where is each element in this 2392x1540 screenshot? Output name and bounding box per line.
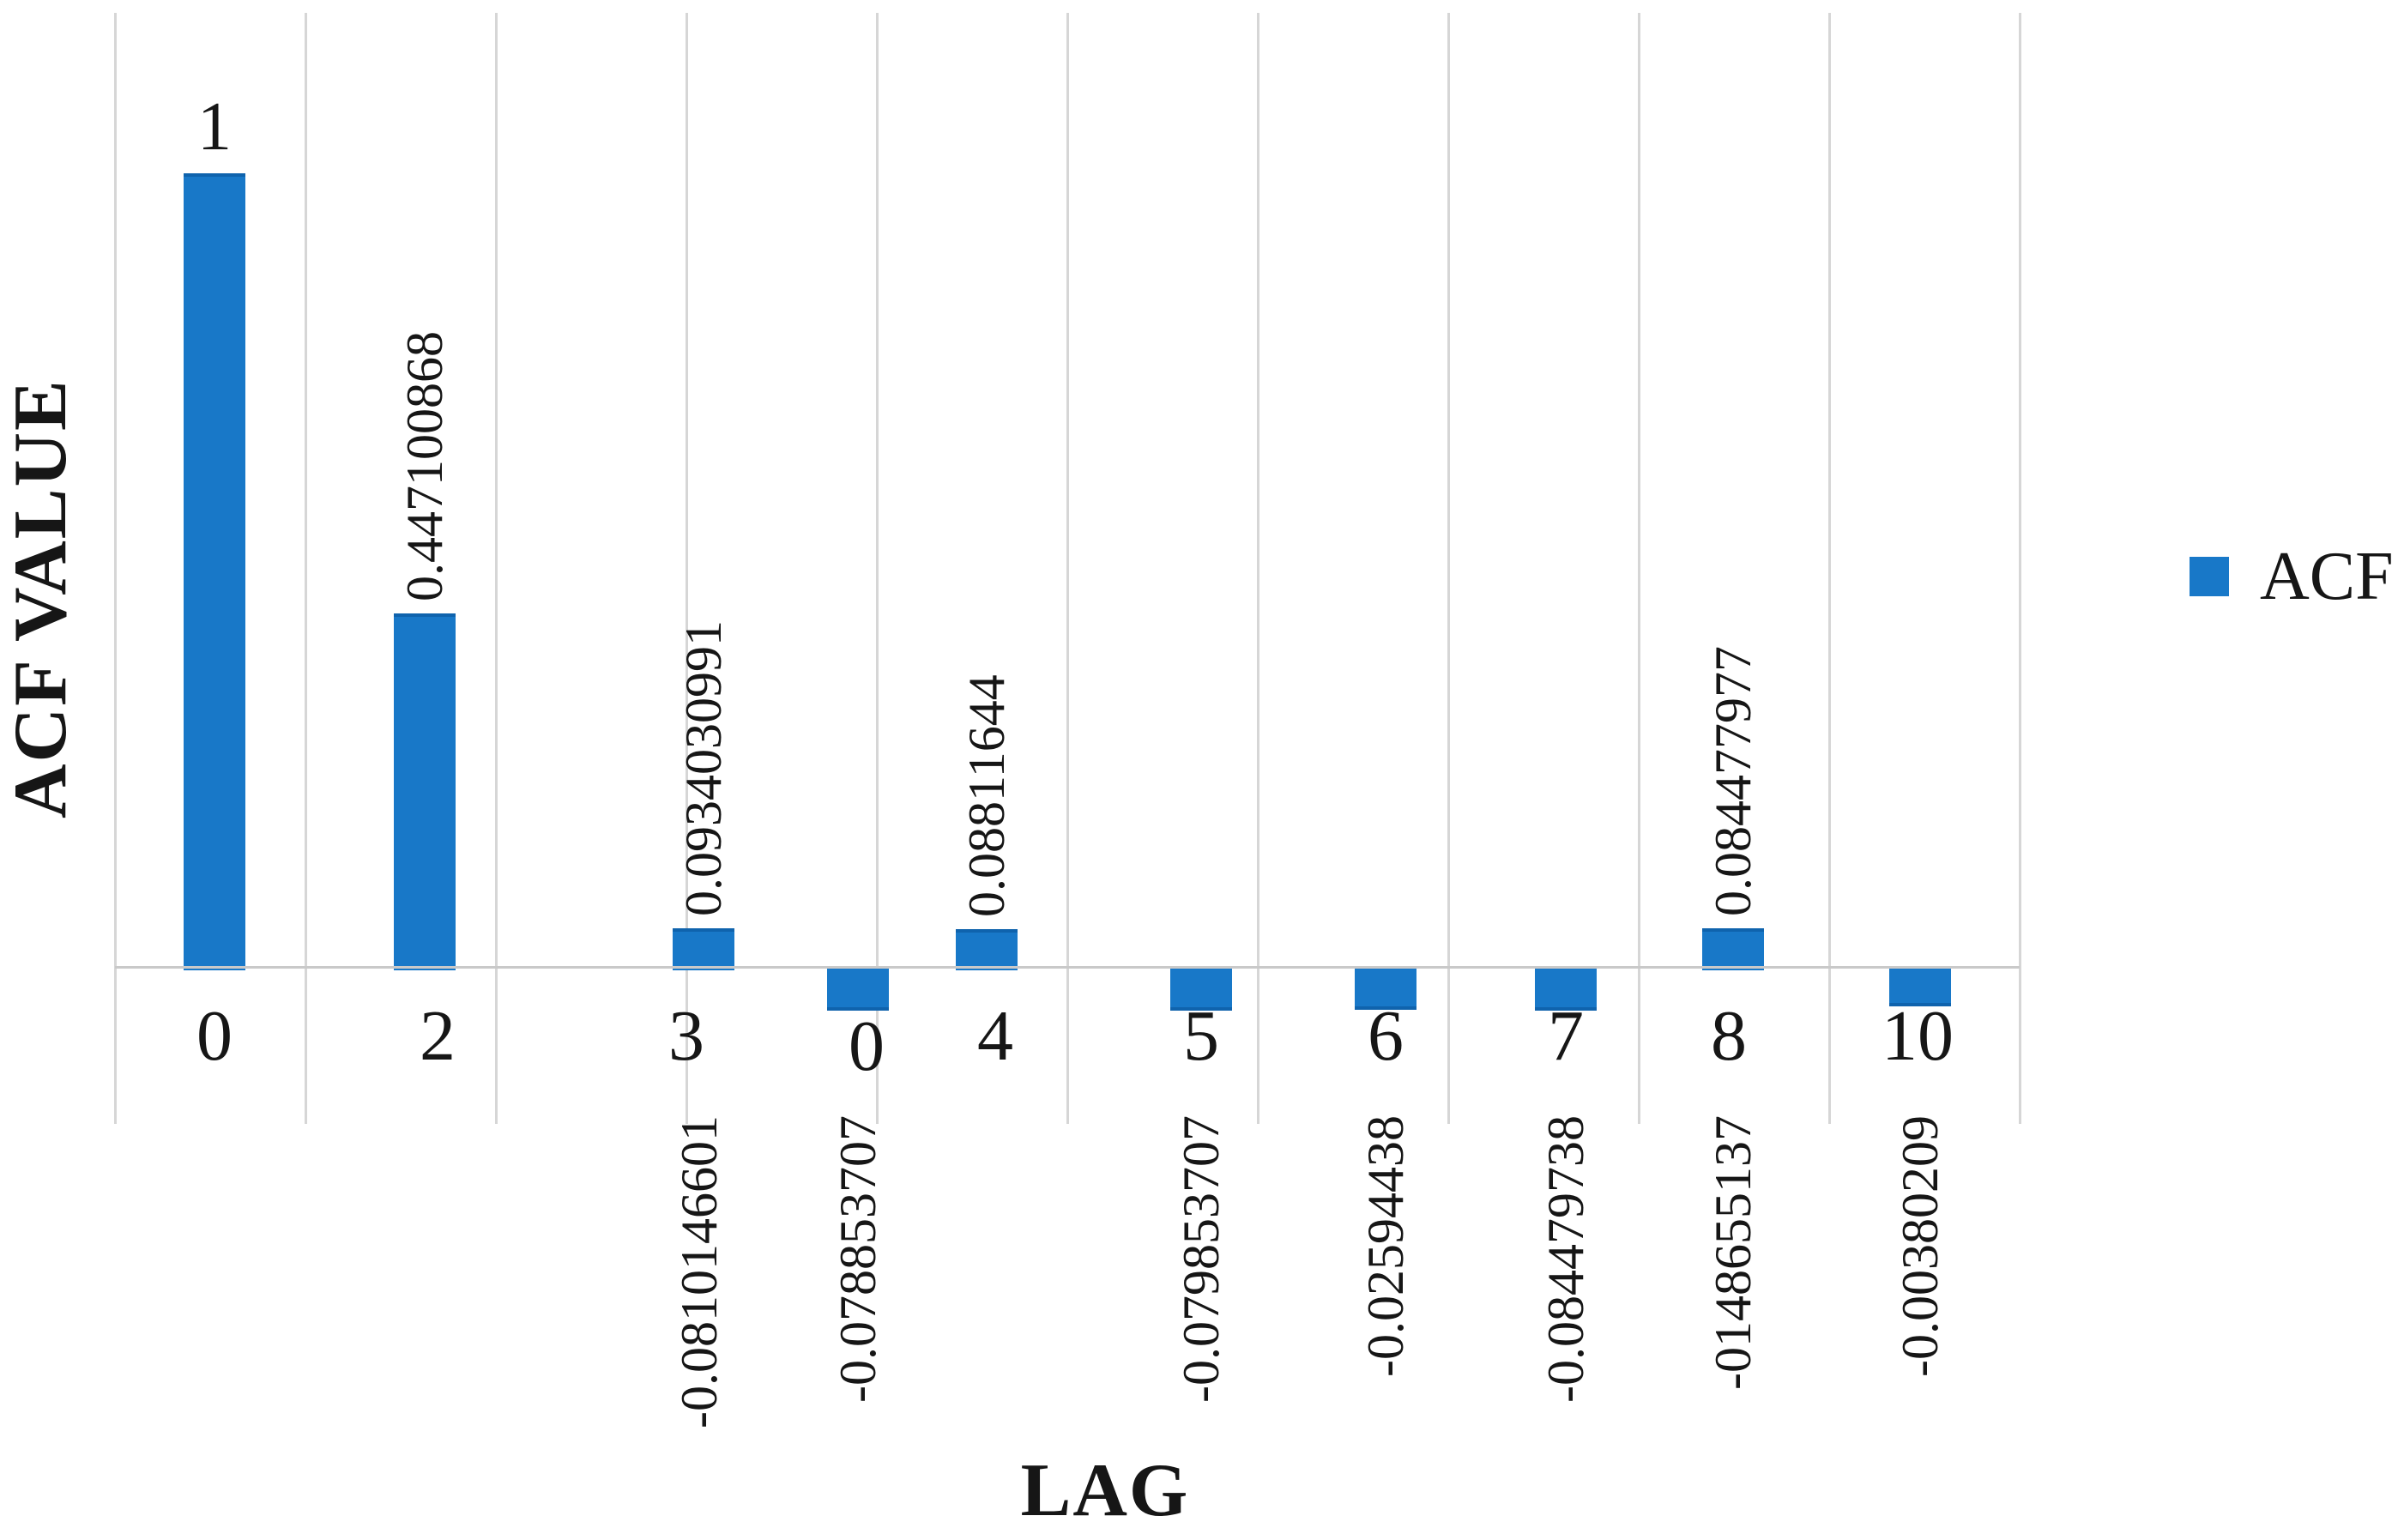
category-label: 8 xyxy=(1711,996,1747,1076)
y-axis-title-text: ACF VALUE xyxy=(0,377,82,818)
gridline xyxy=(1066,13,1069,1124)
gridline xyxy=(2019,13,2021,1124)
bar-value-label-below: -0.079853707 xyxy=(1173,1115,1229,1403)
gridline xyxy=(876,13,879,1124)
bar-value-label: 0.0934030991 xyxy=(675,620,732,916)
category-label: 3 xyxy=(668,996,704,1076)
extra-value-label-below: -0.0810146601 xyxy=(671,1115,728,1428)
bar-value-label-below: -0.084479738 xyxy=(1537,1115,1594,1403)
gridline xyxy=(495,13,498,1124)
acf-bar xyxy=(1170,969,1232,1011)
bar-value-label: 0.08811644 xyxy=(958,674,1015,917)
gridline xyxy=(1447,13,1450,1124)
bar-value-label-below: -0.078853707 xyxy=(830,1115,886,1403)
category-label: 0 xyxy=(196,996,233,1076)
bar-value-label-below: -0.00380209 xyxy=(1892,1115,1948,1377)
category-label: 2 xyxy=(420,996,456,1076)
acf-bar xyxy=(1889,969,1951,1006)
extra-value-label-below: -0148655137 xyxy=(1705,1115,1761,1390)
acf-bar xyxy=(184,173,245,970)
acf-bar xyxy=(1355,969,1416,1010)
acf-bar xyxy=(956,929,1018,970)
x-axis-line xyxy=(115,966,2020,969)
gridline xyxy=(1638,13,1640,1124)
legend-label: ACF xyxy=(2260,539,2392,614)
category-label: 7 xyxy=(1548,996,1584,1076)
acf-bar xyxy=(827,969,889,1011)
acf-bar xyxy=(1702,928,1764,970)
x-axis-title: LAG xyxy=(1020,1449,1190,1532)
gridline xyxy=(1257,13,1259,1124)
bar-value-label-below: -0.02594438 xyxy=(1357,1115,1414,1377)
category-label: 10 xyxy=(1882,996,1954,1076)
acf-bar xyxy=(1535,969,1597,1011)
acf-bar xyxy=(673,928,734,970)
acf-bar xyxy=(394,613,456,970)
category-label: 6 xyxy=(1368,996,1404,1076)
gridline xyxy=(686,13,688,1124)
bar-value-label: 1 xyxy=(197,89,232,165)
category-label: 4 xyxy=(977,996,1013,1076)
legend-swatch-icon xyxy=(2190,557,2229,596)
gridline xyxy=(305,13,307,1124)
legend: ACF xyxy=(2190,541,2392,613)
gridline xyxy=(1828,13,1831,1124)
bar-value-label: 0.084477977 xyxy=(1705,646,1761,916)
category-label: 5 xyxy=(1183,996,1219,1076)
category-label: 0 xyxy=(849,1006,885,1086)
bar-value-label: 0.447100868 xyxy=(396,331,453,601)
gridline xyxy=(114,13,117,1124)
